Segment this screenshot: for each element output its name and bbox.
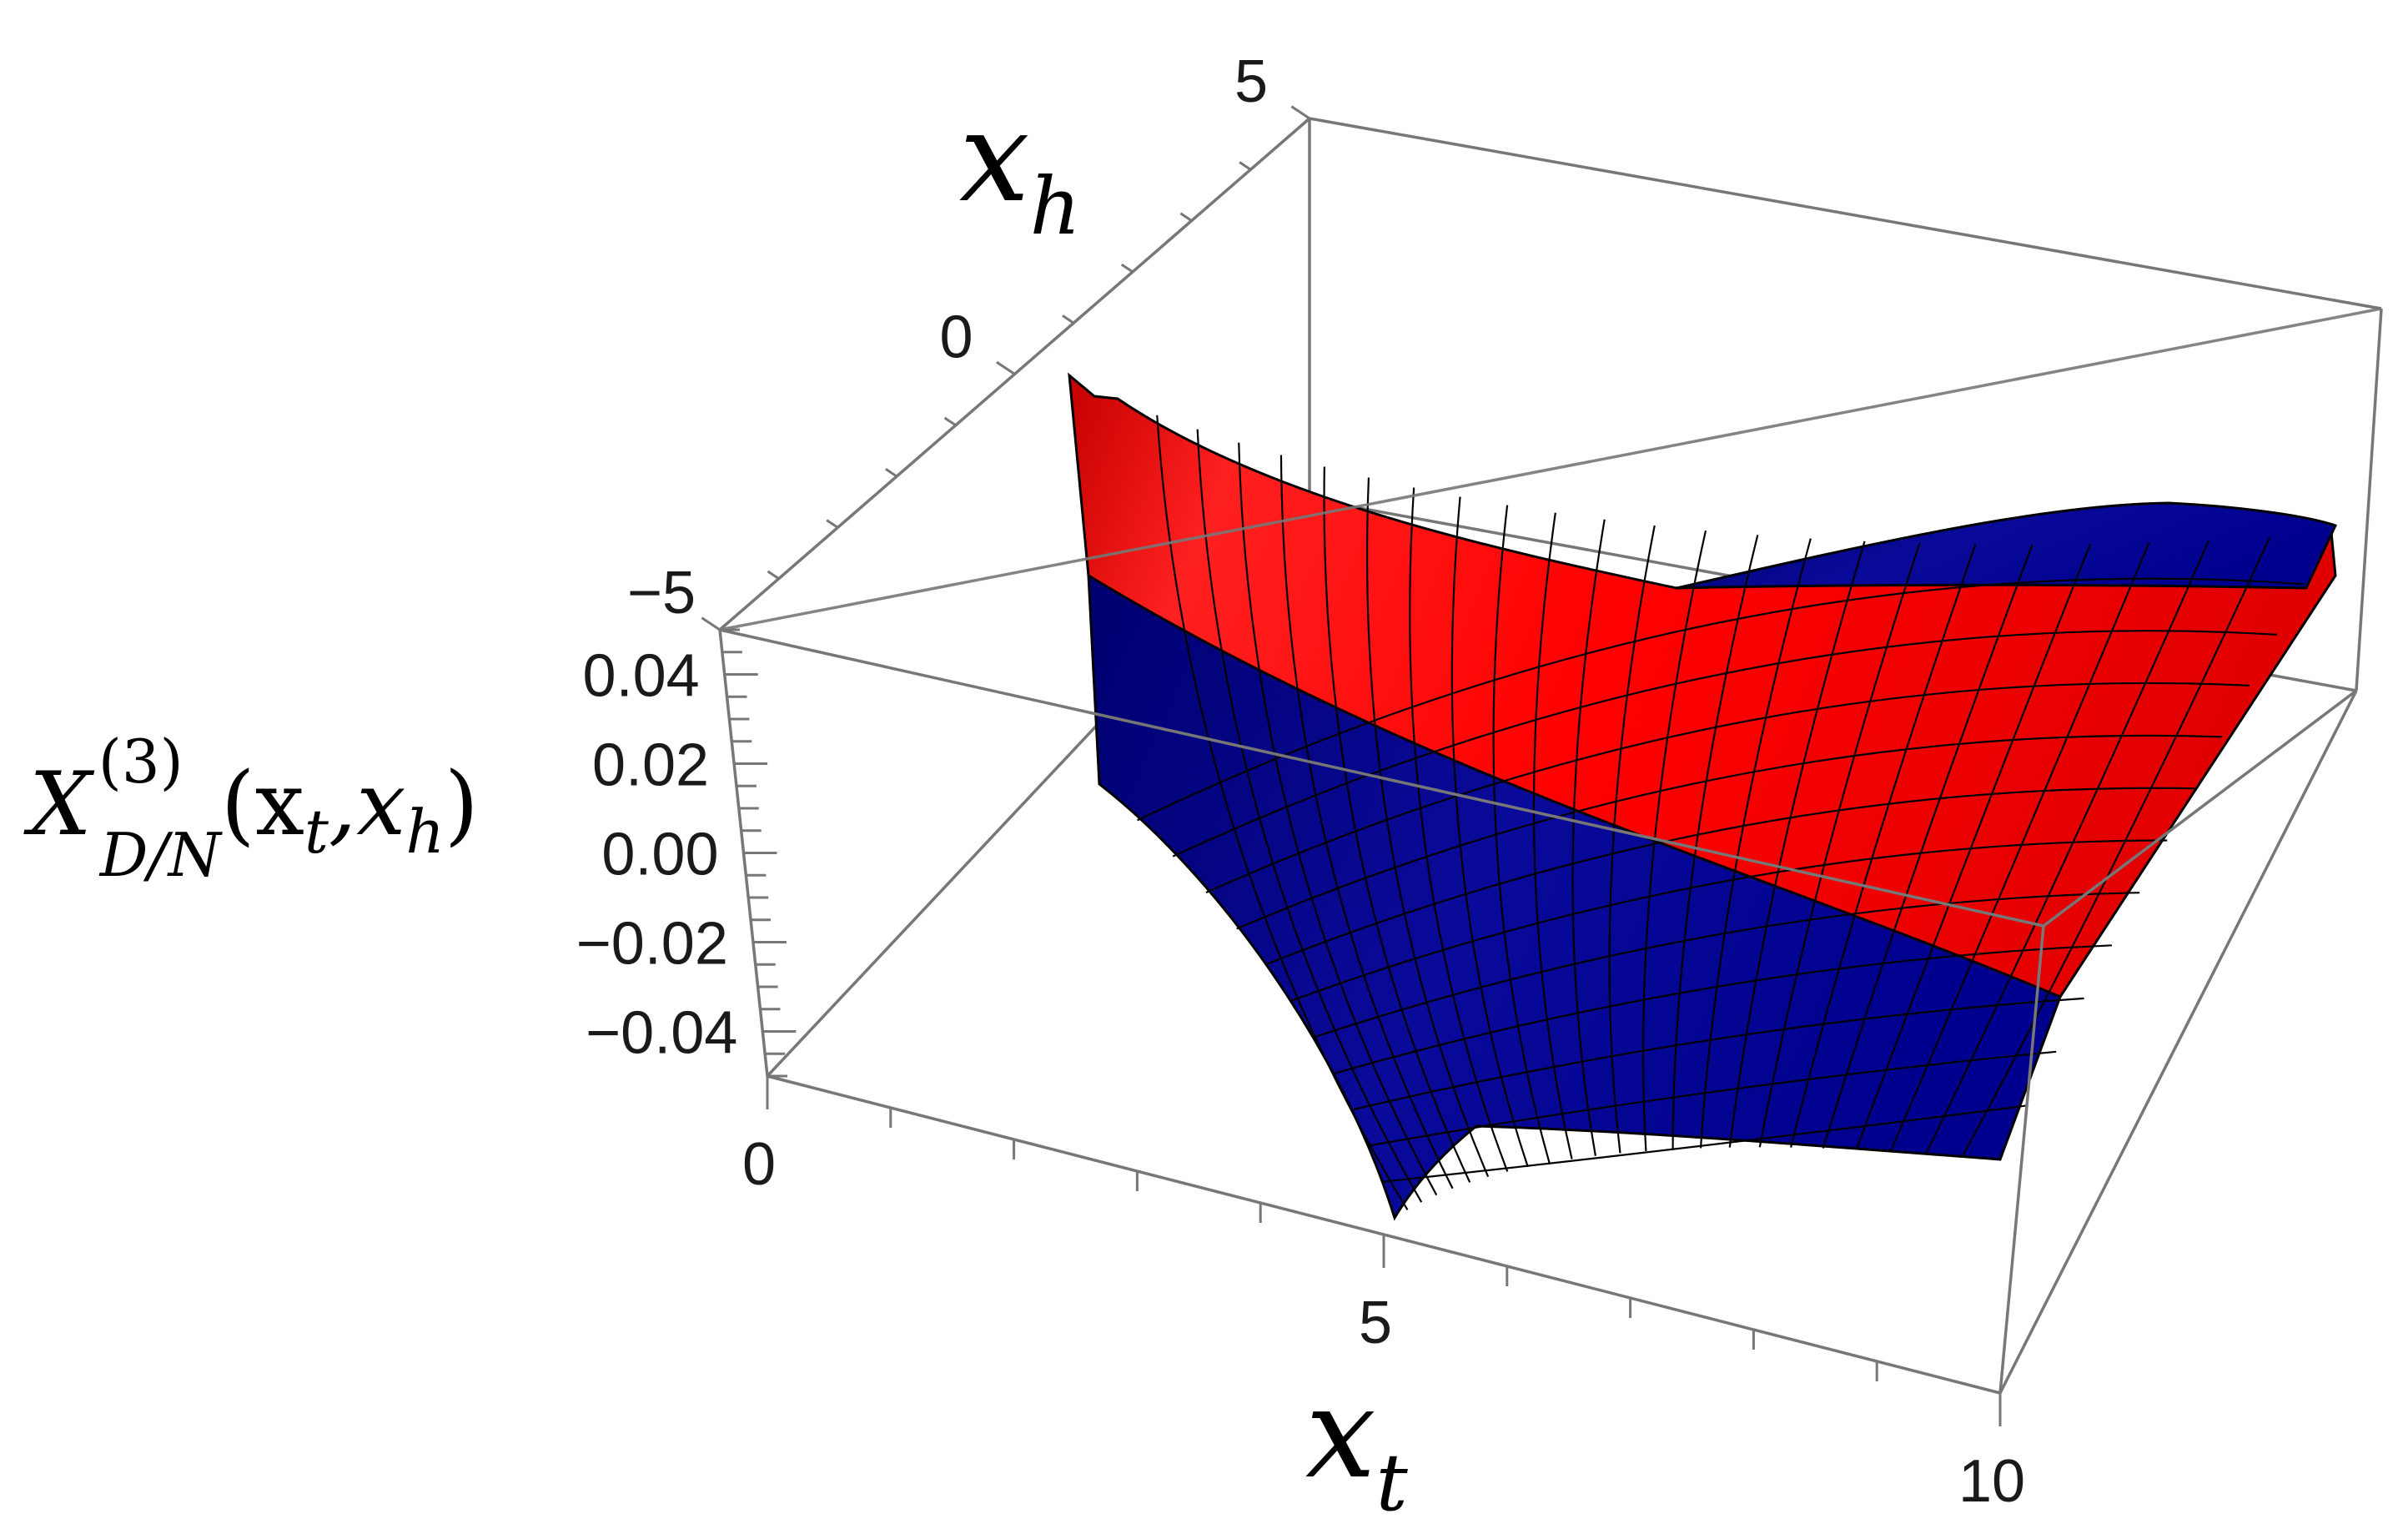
- z-axis-tick-label: 0.04: [583, 643, 700, 710]
- mesh-line: [1855, 543, 2091, 1150]
- y-axis-tick-mark: [826, 519, 839, 529]
- x-axis-tick-label: 0: [742, 1131, 776, 1198]
- x-axis-ticks: 0 5 10: [742, 1076, 2025, 1515]
- mesh-line: [1323, 466, 1471, 1183]
- surface: [1068, 372, 2338, 1221]
- mesh-line: [1236, 734, 2223, 930]
- y-axis-tick-mark: [1239, 161, 1252, 171]
- mesh-line: [1353, 997, 2084, 1111]
- y-axis-tick-mark: [1290, 105, 1310, 120]
- y-axis-tick-mark: [1062, 314, 1075, 324]
- mesh-line: [1571, 519, 1606, 1156]
- mesh-line: [1532, 512, 1573, 1159]
- mesh-line: [1699, 538, 1812, 1149]
- y-axis-tick-label: 5: [1234, 48, 1268, 115]
- mesh-line: [1196, 429, 1423, 1203]
- y-axis-tick-mark: [885, 468, 897, 478]
- y-axis-tick-mark: [767, 570, 780, 580]
- x-axis-tick-label: 10: [1958, 1448, 2025, 1515]
- mesh-line: [1889, 542, 2150, 1152]
- x-axis-label: xt: [1305, 1361, 1409, 1529]
- mesh-line: [1925, 540, 2210, 1154]
- mesh-line: [1450, 496, 1529, 1168]
- y-axis-tick-label: −5: [627, 560, 696, 626]
- mesh-line: [1205, 682, 2250, 894]
- y-axis-tick-label: 0: [939, 304, 973, 371]
- mesh-line: [1383, 1104, 2028, 1183]
- mesh-line: [1314, 892, 2140, 1039]
- y-axis-label: xh: [959, 85, 1081, 253]
- mesh-line: [1790, 544, 1977, 1148]
- mesh-line: [1279, 455, 1454, 1190]
- y-axis-tick-mark: [701, 616, 721, 631]
- mesh-line: [1335, 944, 2112, 1074]
- z-axis-tick-label: −0.04: [586, 1000, 737, 1067]
- mesh-line: [1641, 530, 1707, 1151]
- mesh-line: [1264, 787, 2195, 966]
- mesh-line: [1822, 544, 2033, 1149]
- x-axis-tick-label: 5: [1359, 1290, 1392, 1356]
- surface-mesh: [1137, 415, 2305, 1210]
- y-axis-tick-mark: [1120, 263, 1134, 274]
- mesh-line: [1962, 537, 2270, 1157]
- y-axis-tick-mark: [943, 416, 957, 427]
- z-axis-tick-label: 0.02: [592, 732, 709, 799]
- y-axis-tick-mark: [996, 360, 1016, 375]
- z-axis-tick-label: 0.00: [601, 822, 718, 888]
- mesh-line: [1728, 541, 1866, 1148]
- y-axis-ticks: −5 0 5: [627, 48, 1310, 631]
- mesh-line: [1369, 1050, 2057, 1147]
- surface-blue-back-region: [1676, 501, 2338, 590]
- mesh-line: [1137, 577, 2305, 822]
- mesh-line: [1172, 630, 2277, 858]
- mesh-line: [1238, 442, 1438, 1196]
- mesh-line: [1608, 525, 1656, 1154]
- mesh-line: [1492, 505, 1551, 1164]
- z-axis-label: X (3) D/N(xt,xh): [23, 727, 479, 890]
- mesh-line: [1672, 535, 1759, 1149]
- z-axis-tick-label: −0.02: [576, 911, 728, 978]
- mesh-line: [1758, 542, 1921, 1148]
- z-axis-ticks: 0.04 0.02 0.00 −0.02 −0.04: [576, 628, 797, 1078]
- mesh-line: [1365, 477, 1490, 1178]
- y-axis-tick-mark: [1179, 212, 1193, 222]
- mesh-line: [1290, 839, 2168, 1003]
